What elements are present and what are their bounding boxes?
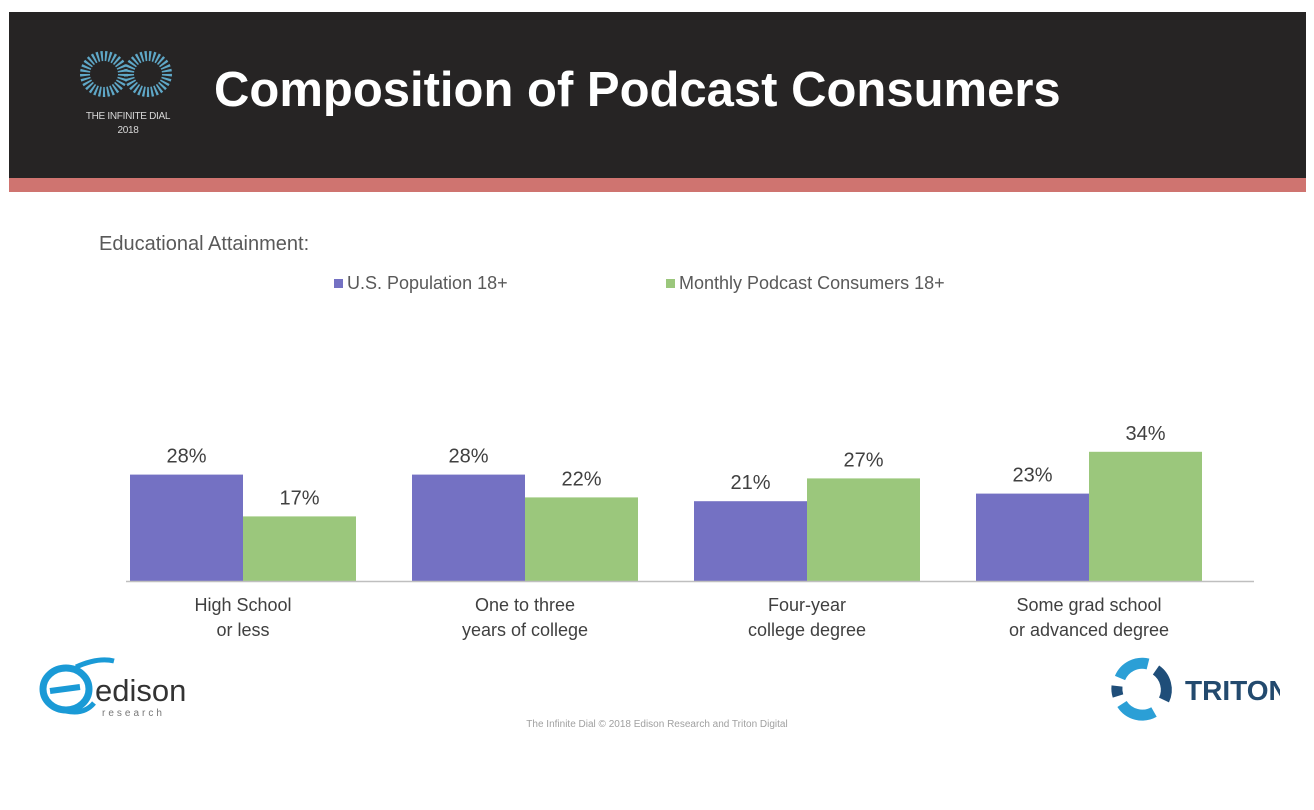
- edison-swoosh-icon: [39, 657, 115, 715]
- logo-line-2: 2018: [117, 125, 139, 136]
- bar-s0-c0: [130, 474, 243, 581]
- bar-s0-c1: [412, 474, 525, 581]
- edison-logo-sub: research: [102, 708, 165, 719]
- logo-line-1: THE INFINITE DIAL: [85, 111, 171, 122]
- x-tick-label-c0-l0: High School: [194, 595, 291, 615]
- x-tick-label-c1-l1: years of college: [462, 620, 588, 640]
- bar-s0-c3: [976, 493, 1089, 581]
- bar-s0-c2: [694, 501, 807, 581]
- edison-logo-name: edison: [95, 673, 186, 708]
- x-tick-label-c3-l0: Some grad school: [1016, 595, 1161, 615]
- data-label-s1-c0: 17%: [279, 487, 319, 509]
- chart-legend: U.S. Population 18+ Monthly Podcast Cons…: [0, 271, 1314, 295]
- legend-label-us-population: U.S. Population 18+: [347, 273, 508, 293]
- edison-research-logo: edison research: [39, 657, 186, 719]
- footer-copyright: The Infinite Dial © 2018 Edison Research…: [526, 719, 788, 730]
- legend-label-podcast-consumers: Monthly Podcast Consumers 18+: [679, 273, 945, 293]
- x-tick-label-c2-l0: Four-year: [768, 595, 846, 615]
- data-label-s1-c2: 27%: [843, 449, 883, 471]
- title-bar: [9, 12, 1306, 178]
- data-label-s0-c1: 28%: [448, 446, 488, 468]
- x-tick-label-c0-l1: or less: [216, 620, 269, 640]
- x-tick-label-c2-l1: college degree: [748, 620, 866, 640]
- bar-s1-c1: [525, 497, 638, 581]
- x-tick-label-c3-l1: or advanced degree: [1009, 620, 1169, 640]
- bar-chart: 28% 28% 21% 23% 17% 22% 27% 34% High School or le…: [126, 423, 1254, 640]
- bar-s1-c3: [1089, 451, 1202, 581]
- data-label-s0-c2: 21%: [730, 472, 770, 494]
- bar-s1-c2: [807, 478, 920, 581]
- legend-item-us-population: U.S. Population 18+: [334, 271, 508, 295]
- title-bar-accent-stripe: [9, 178, 1306, 192]
- infinite-dial-logo-text: THE INFINITE DIAL 2018: [58, 110, 198, 138]
- data-label-s1-c3: 34%: [1125, 423, 1165, 445]
- data-label-s1-c1: 22%: [561, 468, 601, 490]
- bar-s1-c0: [243, 516, 356, 581]
- chart-title: Educational Attainment:: [99, 233, 310, 255]
- legend-item-podcast-consumers: Monthly Podcast Consumers 18+: [666, 271, 945, 295]
- triton-logo-name: TRITON: [1185, 675, 1280, 706]
- page-title: Composition of Podcast Consumers: [214, 63, 1061, 117]
- infinite-dial-logo-icon: [80, 51, 172, 97]
- triton-logo: TRITON: [1111, 657, 1280, 721]
- legend-swatch-podcast-consumers: [666, 278, 675, 288]
- triton-ring-icon: [1111, 657, 1172, 721]
- legend-swatch-us-population: [334, 278, 343, 288]
- data-label-s0-c3: 23%: [1012, 465, 1052, 487]
- x-tick-label-c1-l0: One to three: [475, 595, 575, 615]
- data-label-s0-c0: 28%: [166, 446, 206, 468]
